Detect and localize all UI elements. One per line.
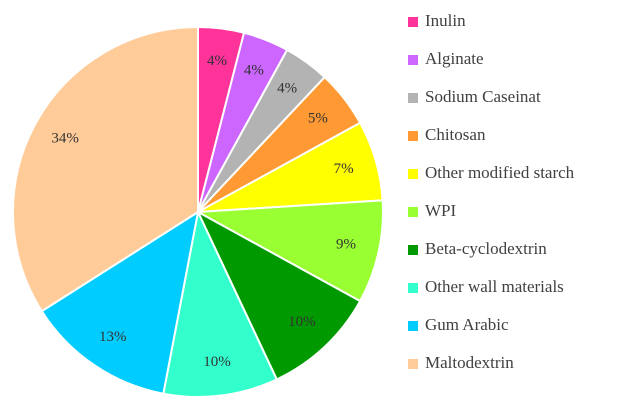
legend-label: Alginate xyxy=(425,49,484,68)
pie-slice xyxy=(194,199,384,303)
legend-swatch xyxy=(408,55,418,65)
slice-label: 4% xyxy=(244,62,264,78)
legend-label: Beta-cyclodextrin xyxy=(425,239,547,258)
legend-label: Maltodextrin xyxy=(425,353,514,372)
legend-swatch xyxy=(408,321,418,331)
pie-slice xyxy=(195,209,362,381)
legend-label: Other modified starch xyxy=(425,163,575,182)
slice-label: 7% xyxy=(334,161,354,177)
slice-label: 9% xyxy=(336,237,356,253)
legend-swatch xyxy=(408,17,418,27)
pie-slice xyxy=(12,25,199,313)
legend-swatch xyxy=(408,93,418,103)
legend-swatch xyxy=(408,359,418,369)
legend-label: Inulin xyxy=(425,11,466,30)
slice-label: 5% xyxy=(308,110,328,126)
slice-label: 4% xyxy=(207,53,227,69)
slice-label: 10% xyxy=(288,314,316,330)
legend-swatch xyxy=(408,169,418,179)
legend-swatch xyxy=(408,245,418,255)
legend-swatch xyxy=(408,207,418,217)
legend-label: WPI xyxy=(425,201,457,220)
legend-swatch xyxy=(408,131,418,141)
legend-swatch xyxy=(408,283,418,293)
slice-label: 4% xyxy=(277,81,297,97)
slice-label: 10% xyxy=(203,354,231,370)
pie-slice xyxy=(162,208,279,398)
slice-label: 13% xyxy=(99,329,127,345)
legend-label: Other wall materials xyxy=(425,277,564,296)
legend-label: Chitosan xyxy=(425,125,486,144)
pie-slice xyxy=(40,209,200,395)
legend-label: Sodium Caseinat xyxy=(425,87,541,106)
slice-label: 34% xyxy=(51,130,79,146)
legend-label: Gum Arabic xyxy=(425,315,509,334)
